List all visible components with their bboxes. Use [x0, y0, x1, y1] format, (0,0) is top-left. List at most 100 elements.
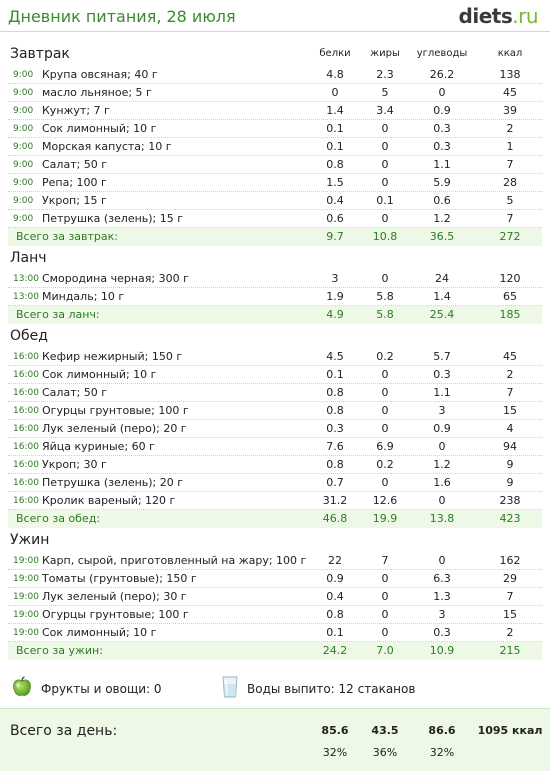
carbs-value: 5.9: [433, 176, 451, 189]
food-row[interactable]: 16:00 Укроп; 30 г 0.8 0.2 1.2 9: [0, 456, 550, 474]
protein-value: 1.4: [326, 104, 344, 117]
food-row[interactable]: 16:00 Кефир нежирный; 150 г 4.5 0.2 5.7 45: [0, 348, 550, 366]
row-separator: [8, 155, 542, 156]
food-row[interactable]: 19:00 Карп, сырой, приготовленный на жару…: [0, 552, 550, 570]
food-name: Миндаль; 10 г: [42, 290, 125, 303]
meal-total-label: Всего за завтрак:: [16, 230, 119, 243]
day-total-label: Всего за день:: [10, 723, 118, 739]
fat-value: 0: [381, 626, 389, 639]
fat-value: 0: [381, 476, 389, 489]
protein-value: 0.7: [326, 476, 344, 489]
kcal-value: 39: [503, 104, 517, 117]
food-name: Крупа овсяная; 40 г: [42, 68, 158, 81]
meal-time: 16:00: [13, 478, 39, 488]
food-name: Петрушка (зелень); 20 г: [42, 476, 184, 489]
protein-value: 4.8: [326, 68, 344, 81]
page-title: Дневник питания, 28 июля: [8, 7, 236, 26]
protein-value: 4.5: [326, 350, 344, 363]
food-row[interactable]: 9:00 масло льняное; 5 г 0 5 0 45: [0, 84, 550, 102]
protein-value: 22: [328, 554, 342, 567]
meal-time: 9:00: [13, 160, 34, 170]
meal-time: 16:00: [13, 424, 39, 434]
food-row[interactable]: 16:00 Петрушка (зелень); 20 г 0.7 0 1.6 9: [0, 474, 550, 492]
total-fat: 19.9: [372, 512, 398, 525]
fat-value: 0.2: [376, 350, 394, 363]
food-row[interactable]: 9:00 Кунжут; 7 г 1.4 3.4 0.9 39: [0, 102, 550, 120]
food-name: Кефир нежирный; 150 г: [42, 350, 183, 363]
food-name: Репа; 100 г: [42, 176, 107, 189]
diets-logo[interactable]: diets.ru: [459, 4, 539, 28]
meal-time: 16:00: [13, 388, 39, 398]
meal-total-row: Всего за ужин: 24.2 7.0 10.9 215: [8, 642, 542, 660]
carbs-value: 1.6: [433, 476, 451, 489]
row-separator: [8, 641, 542, 642]
day-protein-percent: 32%: [322, 746, 348, 759]
food-row[interactable]: 13:00 Смородина черная; 300 г 3 0 24 120: [0, 270, 550, 288]
food-name: Лук зеленый (перо); 20 г: [42, 422, 187, 435]
fat-value: 0.1: [376, 194, 394, 207]
kcal-value: 7: [506, 590, 514, 603]
food-row[interactable]: 9:00 Укроп; 15 г 0.4 0.1 0.6 5: [0, 192, 550, 210]
food-row[interactable]: 9:00 Сок лимонный; 10 г 0.1 0 0.3 2: [0, 120, 550, 138]
meal-time: 16:00: [13, 442, 39, 452]
food-row[interactable]: 16:00 Огурцы грунтовые; 100 г 0.8 0 3 15: [0, 402, 550, 420]
food-name: Укроп; 30 г: [42, 458, 107, 471]
carbs-value: 0: [438, 494, 446, 507]
meal-time: 9:00: [13, 88, 34, 98]
food-row[interactable]: 16:00 Салат; 50 г 0.8 0 1.1 7: [0, 384, 550, 402]
food-name: Укроп; 15 г: [42, 194, 107, 207]
food-name: Яйца куриные; 60 г: [42, 440, 155, 453]
meal-total-label: Всего за ланч:: [16, 308, 100, 321]
protein-value: 0.8: [326, 386, 344, 399]
total-protein: 46.8: [322, 512, 348, 525]
food-name: Салат; 50 г: [42, 158, 108, 171]
protein-value: 0.8: [326, 404, 344, 417]
carbs-value: 5.7: [433, 350, 451, 363]
day-total-fat: 43.5: [371, 724, 399, 737]
row-separator: [8, 287, 542, 288]
kcal-value: 45: [503, 350, 517, 363]
fat-value: 0: [381, 158, 389, 171]
kcal-value: 29: [503, 572, 517, 585]
food-row[interactable]: 9:00 Петрушка (зелень); 15 г 0.6 0 1.2 7: [0, 210, 550, 228]
food-row[interactable]: 16:00 Сок лимонный; 10 г 0.1 0 0.3 2: [0, 366, 550, 384]
row-separator: [8, 119, 542, 120]
meal-header-0: Завтрак белки жиры углеводы ккал: [0, 46, 550, 62]
food-row[interactable]: 19:00 Томаты (грунтовые); 150 г 0.9 0 6.3 29: [0, 570, 550, 588]
food-row[interactable]: 16:00 Яйца куриные; 60 г 7.6 6.9 0 94: [0, 438, 550, 456]
protein-value: 1.5: [326, 176, 344, 189]
meal-time: 19:00: [13, 628, 39, 638]
meal-total-label: Всего за обед:: [16, 512, 101, 525]
food-row[interactable]: 9:00 Морская капуста; 10 г 0.1 0 0.3 1: [0, 138, 550, 156]
row-separator: [8, 455, 542, 456]
kcal-value: 2: [506, 122, 514, 135]
total-carbs: 36.5: [429, 230, 455, 243]
food-name: Салат; 50 г: [42, 386, 108, 399]
protein-value: 0.4: [326, 194, 344, 207]
food-row[interactable]: 13:00 Миндаль; 10 г 1.9 5.8 1.4 65: [0, 288, 550, 306]
protein-value: 0.6: [326, 212, 344, 225]
food-row[interactable]: 9:00 Крупа овсяная; 40 г 4.8 2.3 26.2 138: [0, 66, 550, 84]
protein-value: 0.1: [326, 626, 344, 639]
food-row[interactable]: 19:00 Лук зеленый (перо); 30 г 0.4 0 1.3 7: [0, 588, 550, 606]
row-separator: [8, 605, 542, 606]
meal-total-label: Всего за ужин:: [16, 644, 103, 657]
meal-time: 9:00: [13, 196, 34, 206]
food-row[interactable]: 9:00 Репа; 100 г 1.5 0 5.9 28: [0, 174, 550, 192]
total-protein: 24.2: [322, 644, 348, 657]
food-name: масло льняное; 5 г: [42, 86, 152, 99]
food-row[interactable]: 19:00 Сок лимонный; 10 г 0.1 0 0.3 2: [0, 624, 550, 642]
carbs-value: 1.4: [433, 290, 451, 303]
food-name: Огурцы грунтовые; 100 г: [42, 404, 189, 417]
fat-value: 0: [381, 272, 389, 285]
food-row[interactable]: 16:00 Кролик вареный; 120 г 31.2 12.6 0 238: [0, 492, 550, 510]
meal-time: 9:00: [13, 124, 34, 134]
food-row[interactable]: 19:00 Огурцы грунтовые; 100 г 0.8 0 3 15: [0, 606, 550, 624]
food-row[interactable]: 9:00 Салат; 50 г 0.8 0 1.1 7: [0, 156, 550, 174]
kcal-value: 2: [506, 626, 514, 639]
fat-value: 0: [381, 404, 389, 417]
fat-value: 7: [381, 554, 389, 567]
food-row[interactable]: 16:00 Лук зеленый (перо); 20 г 0.3 0 0.9 4: [0, 420, 550, 438]
total-carbs: 13.8: [429, 512, 455, 525]
